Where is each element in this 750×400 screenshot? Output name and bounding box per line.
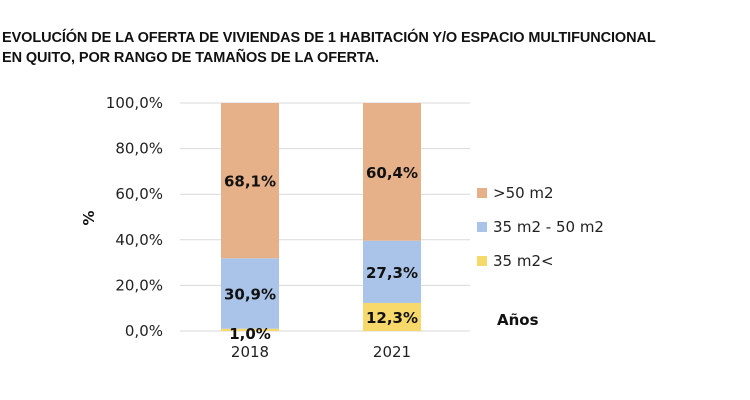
y-tick-label: 100,0% <box>106 94 163 112</box>
data-label: 30,9% <box>224 285 276 303</box>
chart-title-line-2: EN QUITO, POR RANGO DE TAMAÑOS DE LA OFE… <box>2 50 379 66</box>
bar-segment <box>221 328 279 331</box>
data-label: 1,0% <box>229 325 271 343</box>
bar-segment <box>363 103 421 241</box>
legend-swatch <box>477 188 487 198</box>
y-tick-label: 80,0% <box>115 140 163 158</box>
legend-swatch <box>477 222 487 232</box>
legend-swatch <box>477 256 487 266</box>
bar-segment <box>221 258 279 329</box>
y-tick-label: 0,0% <box>125 322 163 340</box>
data-label: 60,4% <box>366 164 418 182</box>
y-axis-label: % <box>80 210 98 225</box>
chart-title: EVOLUCÍÓN DE LA OFERTA DE VIVIENDAS DE 1… <box>2 28 656 68</box>
legend-label: >50 m2 <box>493 184 554 202</box>
y-tick-label: 40,0% <box>115 231 163 249</box>
data-label: 12,3% <box>366 309 418 327</box>
bar-segment <box>221 103 279 259</box>
legend-label: 35 m2< <box>493 252 554 270</box>
chart-title-line-1: EVOLUCÍÓN DE LA OFERTA DE VIVIENDAS DE 1… <box>2 30 656 46</box>
x-axis-label: Años <box>497 311 539 329</box>
x-tick-label: 2021 <box>373 343 411 361</box>
data-label: 27,3% <box>366 264 418 282</box>
data-label: 68,1% <box>224 173 276 191</box>
legend-label: 35 m2 - 50 m2 <box>493 218 604 236</box>
bar-segment <box>363 302 421 331</box>
y-tick-label: 60,0% <box>115 185 163 203</box>
y-tick-label: 20,0% <box>115 276 163 294</box>
x-tick-label: 2018 <box>231 343 269 361</box>
bar-segment <box>363 240 421 303</box>
